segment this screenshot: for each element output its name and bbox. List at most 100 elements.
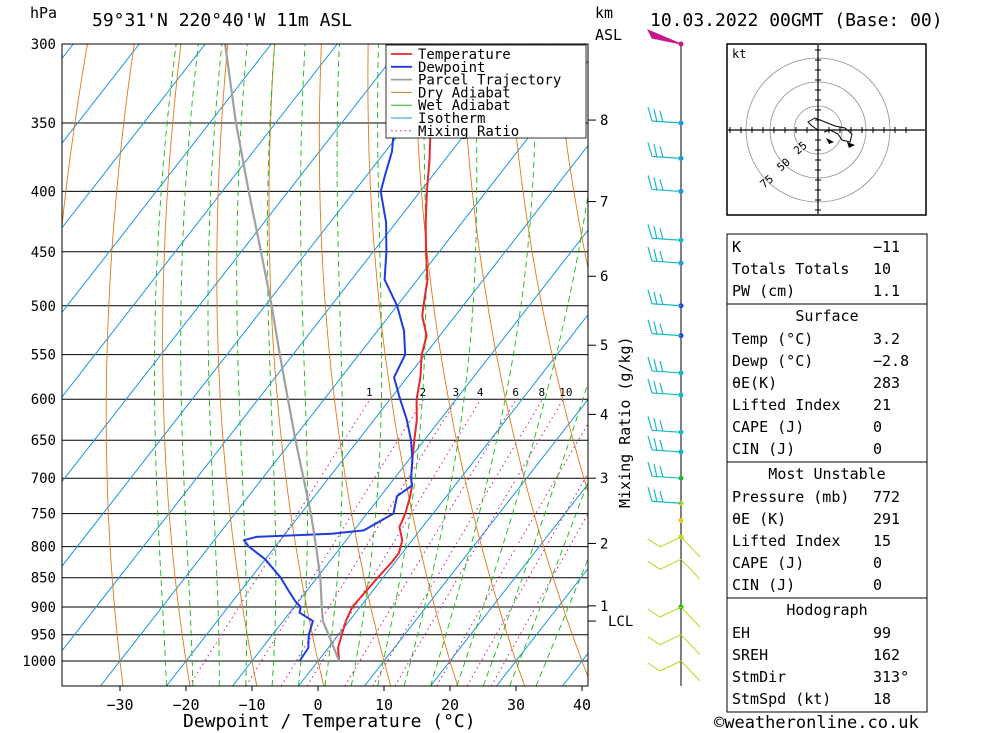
isotherm-10	[364, 398, 588, 686]
dry-adiabat-20	[367, 44, 459, 686]
pressure-tick-label: 650	[31, 433, 56, 449]
dry-adiabat-10	[318, 44, 392, 686]
most-unstable-box	[726, 461, 928, 599]
temperature-tick-label: 10	[375, 696, 393, 714]
isotherm--50	[62, 44, 470, 567]
hodograph-params-row-label: EH	[732, 624, 750, 642]
wind-barb-low	[647, 660, 701, 682]
surface-box	[726, 303, 928, 463]
wet-adiabat-20	[430, 44, 537, 686]
temperature-tick-label: 0	[313, 696, 322, 714]
dry-adiabat-30	[414, 44, 526, 686]
wet-adiabat-24	[456, 191, 588, 686]
wind-barb	[647, 289, 682, 307]
stability-row-label: PW (cm)	[732, 282, 795, 300]
isotherm--40	[62, 44, 536, 652]
stability-row-label: Totals Totals	[732, 260, 849, 278]
pressure-unit-label: hPa	[30, 4, 57, 22]
location-label: 59°31'N 220°40'W 11m ASL	[92, 10, 352, 31]
isotherm--80	[62, 44, 272, 314]
mixing-ratio-label: 3	[453, 386, 460, 399]
wind-barb-low	[647, 634, 701, 656]
legend-label: Mixing Ratio	[418, 124, 519, 140]
dry-adiabat--30	[105, 44, 135, 686]
pressure-tick-label: 900	[31, 600, 56, 616]
pressure-tick-label: 750	[31, 507, 56, 523]
wind-barb	[647, 378, 682, 396]
wind-barb	[647, 416, 682, 433]
isotherm--90	[62, 44, 206, 229]
surface-row-label: θE(K)	[732, 374, 777, 392]
pressure-tick-label: 500	[31, 299, 56, 315]
mixing-ratio-label: 2	[419, 386, 426, 399]
wind-barb	[647, 224, 682, 241]
height-ref-label: ASL	[595, 26, 622, 44]
wind-profile	[646, 29, 701, 686]
hodograph-params-row-value: 162	[873, 646, 900, 664]
wet-adiabat--4	[266, 44, 277, 686]
legend-label: Isotherm	[418, 111, 485, 127]
stability-box	[726, 233, 928, 305]
copyright-label: ©weatheronline.co.uk	[714, 713, 919, 733]
surface-title: Surface	[795, 307, 858, 325]
pressure-tick-label: 300	[31, 37, 56, 53]
wet-adiabat-16	[403, 44, 478, 686]
pressure-tick-label: 950	[31, 628, 56, 644]
surface-row-label: Dewp (°C)	[732, 352, 813, 370]
height-tick-label: LCL	[608, 614, 633, 630]
temperature-tick-label: −30	[106, 696, 133, 714]
surface-row-label: CAPE (J)	[732, 418, 804, 436]
pressure-tick-label: 550	[31, 348, 56, 364]
height-tick-label: 5	[600, 338, 608, 354]
stability-row-value: 1.1	[873, 282, 900, 300]
most-unstable-row-label: CIN (J)	[732, 576, 795, 594]
dry-adiabat-50	[508, 44, 588, 494]
temperature-tick-label: 40	[573, 696, 591, 714]
wind-barb	[647, 319, 682, 337]
isotherm-20	[430, 483, 588, 686]
height-tick-label: 7	[600, 195, 608, 211]
mixing-ratio-line-15	[436, 422, 588, 686]
most-unstable-row-label: Pressure (mb)	[732, 488, 849, 506]
mixing-ratio-label: 1	[366, 386, 373, 399]
hodograph-params-row-value: 313°	[873, 668, 909, 686]
hodograph-params-row-label: StmSpd (kt)	[732, 690, 831, 708]
height-unit-label: km	[595, 4, 613, 22]
hodograph-unit: kt	[732, 47, 746, 61]
pressure-tick-label: 450	[31, 245, 56, 261]
most-unstable-row-label: Lifted Index	[732, 532, 840, 550]
height-tick-label: 6	[600, 269, 608, 285]
series-dewpoint	[242, 44, 431, 662]
stability-row-value: 10	[873, 260, 891, 278]
wet-adiabat-8	[350, 44, 383, 686]
stability-row-label: K	[732, 238, 741, 256]
plot-background: 1 2 3 4 6 8 10 15 20 25	[62, 44, 588, 686]
wind-barb-low	[647, 536, 701, 558]
wet-adiabat-28	[482, 381, 588, 686]
pressure-tick-label: 800	[31, 540, 56, 556]
stability-row-value: −11	[873, 238, 900, 256]
surface-row-value: 3.2	[873, 330, 900, 348]
plot-frame	[61, 43, 589, 687]
most-unstable-row-label: CAPE (J)	[732, 554, 804, 572]
x-axis-title: Dewpoint / Temperature (°C)	[183, 711, 476, 732]
isotherm--70	[62, 44, 338, 398]
isotherm--100	[62, 44, 140, 144]
surface-row-value: 283	[873, 374, 900, 392]
hodograph-params-row-label: SREH	[732, 646, 768, 664]
wind-barb	[647, 435, 682, 453]
wind-barb	[647, 142, 682, 159]
surface-row-value: 21	[873, 396, 891, 414]
isotherm-0	[298, 314, 588, 686]
dry-adiabat-0	[268, 44, 325, 686]
most-unstable-row-label: θE (K)	[732, 510, 786, 528]
surface-row-label: Lifted Index	[732, 396, 840, 414]
hodograph-ring-label: 25	[791, 139, 810, 157]
wet-adiabat-0	[298, 44, 309, 686]
mixing-ratio-label: 10	[559, 386, 572, 399]
axes: 3003504004505005506006507007508008509009…	[22, 37, 633, 714]
pressure-tick-label: 600	[31, 392, 56, 408]
